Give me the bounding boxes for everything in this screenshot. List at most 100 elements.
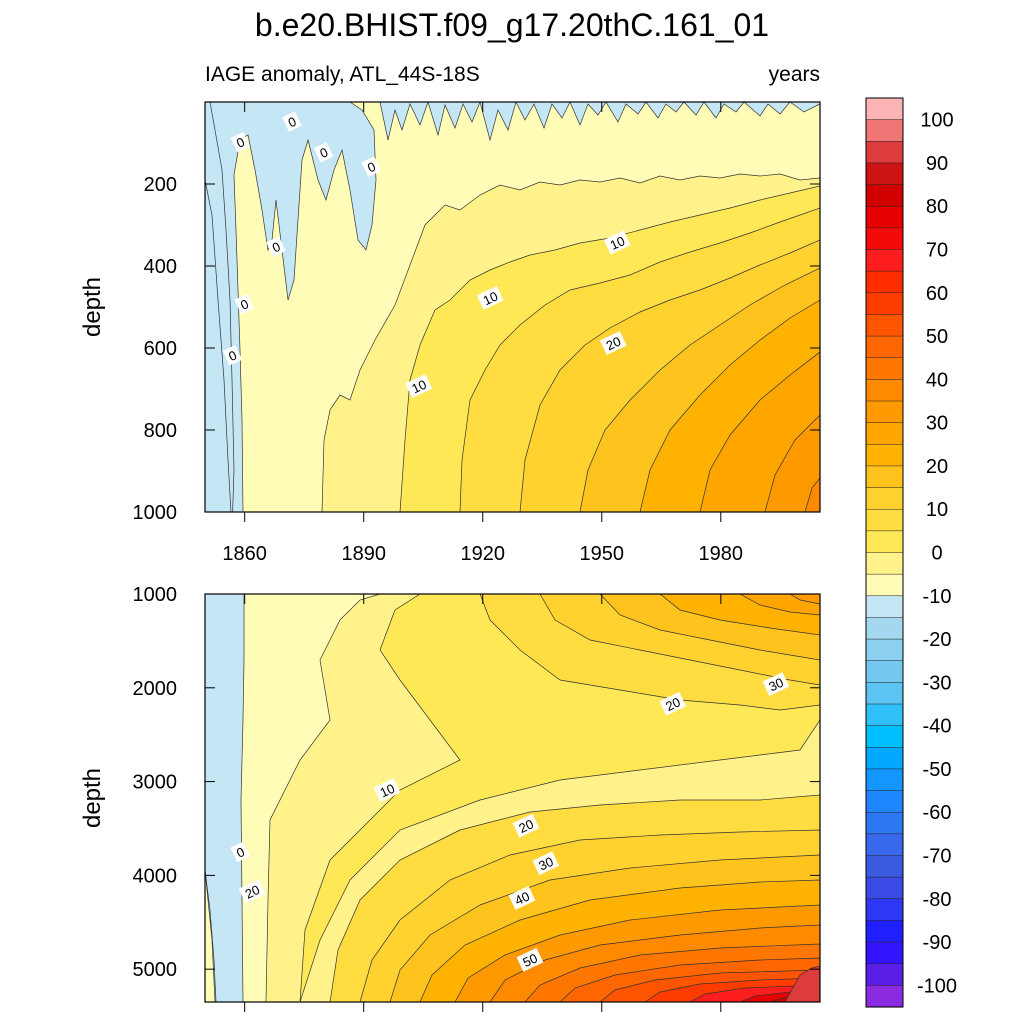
lower-x-axis [244, 594, 722, 1012]
colorbar-swatch [865, 833, 904, 857]
colorbar-swatch [865, 400, 904, 424]
upper-contour-label: 0 [230, 131, 251, 153]
lower-contour-label: 10 [373, 778, 401, 802]
colorbar-swatch [865, 249, 904, 272]
lower-contour-fill [205, 594, 820, 1002]
colorbar-swatch [865, 422, 904, 445]
colorbar-label: -80 [923, 889, 952, 911]
colorbar-label: 40 [926, 369, 948, 391]
lower-contour-label-bg [373, 778, 401, 802]
lower-y-tick-label: 4000 [133, 865, 178, 887]
colorbar-label: 50 [926, 326, 948, 348]
upper-contour-label: 0 [234, 293, 254, 315]
lower-y-axis: 1000 2000 3000 4000 5000 [133, 584, 820, 981]
lower-y-tick-label: 5000 [133, 959, 178, 981]
colorbar-swatch [865, 682, 904, 705]
lower-contour-label-text: 30 [536, 854, 555, 874]
lower-contour-label: 40 [508, 886, 536, 910]
colorbar-swatch [865, 768, 904, 792]
colorbar-swatch [865, 184, 904, 207]
upper-band-33 [804, 477, 820, 512]
upper-contour-label-bg [599, 331, 627, 355]
colorbar-swatch [865, 747, 904, 770]
colorbar-swatch [865, 703, 904, 727]
colorbar-swatch [865, 941, 904, 965]
upper-band-30 [764, 414, 820, 512]
colorbar-swatch [865, 119, 904, 142]
colorbar-swatch [865, 595, 904, 618]
upper-x-tick-label: 1950 [580, 543, 625, 565]
colorbar-swatch [865, 617, 904, 640]
upper-negative-left [205, 102, 377, 512]
lower-y-tick-label: 2000 [133, 678, 178, 700]
chart-subtitle-right: years [769, 63, 820, 86]
colorbar-label: 10 [926, 499, 948, 521]
upper-contour-label-text: 10 [608, 233, 627, 253]
lower-negative-left [205, 594, 245, 1002]
colorbar-label: -90 [923, 932, 952, 954]
colorbar-swatch [865, 162, 904, 186]
colorbar-label: -10 [923, 586, 952, 608]
upper-contour-label-text: 20 [604, 334, 623, 354]
colorbar-swatch [865, 725, 904, 748]
colorbar-swatch [865, 97, 904, 121]
upper-y-tick-label: 800 [144, 420, 177, 442]
upper-contour-fill [205, 102, 820, 512]
colorbar-label: -70 [923, 846, 952, 868]
colorbar-label: -20 [923, 629, 952, 651]
colorbar-label: 0 [931, 543, 942, 565]
colorbar-swatch [865, 920, 904, 943]
lower-contour-label: 50 [516, 947, 544, 972]
upper-contour-label-bg [361, 156, 381, 177]
colorbar-swatch [865, 552, 904, 575]
upper-x-tick-label: 1980 [699, 543, 744, 565]
lower-y-tick-label: 3000 [133, 772, 178, 794]
upper-contour-label-bg [234, 293, 254, 315]
lower-contour-label-text: 40 [512, 889, 531, 909]
lower-contour-label-text: 50 [520, 950, 539, 970]
colorbar-swatch [865, 855, 904, 878]
colorbar-label: 60 [926, 283, 948, 305]
colorbar-swatch [865, 660, 904, 683]
upper-contour-label-bg [266, 236, 286, 257]
upper-contour-label-bg [603, 230, 631, 255]
lower-contour-label: 20 [659, 691, 687, 716]
colorbar-swatch [865, 573, 904, 597]
colorbar-swatch [865, 292, 904, 315]
upper-contour-label-text: 10 [481, 288, 500, 308]
colorbar-label: 30 [926, 413, 948, 435]
lower-contour-label-bg [516, 947, 544, 972]
lower-contour-label-text: 10 [378, 781, 397, 801]
upper-x-tick-label: 1890 [341, 543, 386, 565]
upper-contour-label: 10 [405, 374, 433, 398]
upper-contour-label: 0 [361, 156, 381, 177]
colorbar-swatch [865, 985, 904, 1008]
colorbar-swatch [865, 530, 904, 554]
colorbar-swatch [865, 508, 904, 532]
lower-contour-label-text: 20 [243, 882, 262, 902]
lower-contour-label: 20 [512, 813, 540, 838]
upper-contour-label: 10 [603, 230, 631, 255]
upper-contour-label-bg [230, 131, 251, 153]
chart-subtitle-left: IAGE anomaly, ATL_44S-18S [205, 63, 480, 86]
lower-contour-label-bg [659, 691, 687, 716]
lower-contour-label-text: 30 [766, 675, 785, 695]
colorbar-swatch [865, 335, 904, 359]
upper-contour-label-bg [476, 285, 504, 310]
colorbar-label: -40 [923, 716, 952, 738]
colorbar-swatch [865, 811, 904, 835]
upper-negative-spike [205, 102, 235, 512]
upper-contour-label: 0 [313, 142, 334, 163]
upper-contour-label-bg [405, 374, 433, 398]
colorbar-swatch [865, 357, 904, 380]
upper-contour-label: 0 [222, 345, 243, 366]
lower-y-tick-label: 1000 [133, 584, 178, 606]
colorbar-label: 100 [920, 110, 953, 132]
upper-contour-label-bg [222, 345, 243, 366]
upper-y-tick-label: 600 [144, 338, 177, 360]
upper-contour-label-text: 10 [409, 377, 428, 397]
lower-contour-label-bg [230, 841, 251, 863]
